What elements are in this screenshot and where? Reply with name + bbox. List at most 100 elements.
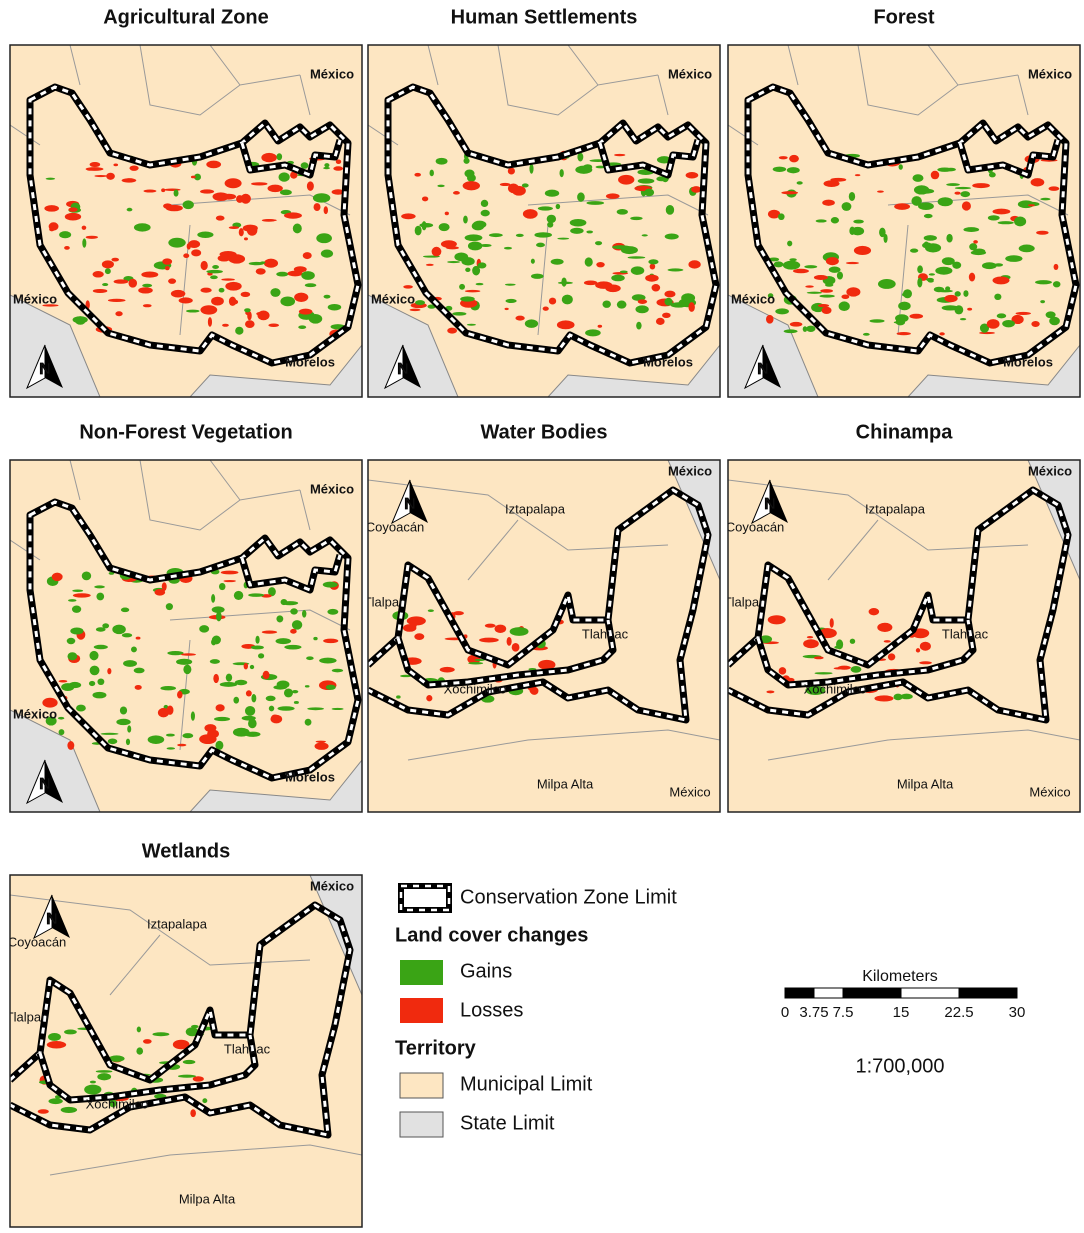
gain-patch xyxy=(283,688,293,698)
loss-patch xyxy=(163,188,181,191)
gain-patch xyxy=(107,738,118,745)
gain-patch xyxy=(830,217,840,224)
gain-patch xyxy=(251,694,257,703)
loss-patch xyxy=(542,306,549,311)
gain-patch xyxy=(244,705,256,716)
north-arrow xyxy=(52,895,70,938)
loss-patch xyxy=(939,332,945,336)
gain-patch xyxy=(304,685,310,688)
gain-patch xyxy=(447,260,461,264)
gain-patch xyxy=(312,193,331,203)
loss-patch xyxy=(909,313,924,319)
gain-patch xyxy=(298,325,307,329)
loss-patch xyxy=(409,308,421,312)
conservation-limit xyxy=(26,83,362,367)
gain-patch xyxy=(190,711,195,721)
loss-patch xyxy=(781,191,799,195)
loss-patch xyxy=(115,311,123,317)
gain-patch xyxy=(665,204,675,215)
gain-patch xyxy=(997,221,1014,225)
gain-patch xyxy=(773,261,784,268)
loss-patch xyxy=(919,661,932,665)
panel-frame xyxy=(367,44,721,398)
loss-patch xyxy=(128,278,138,288)
gain-patch xyxy=(664,297,673,306)
gain-patch xyxy=(637,178,655,184)
map-body: México México Morelos N xyxy=(10,45,362,397)
gain-patch xyxy=(67,652,78,661)
map-body: México Iztapalapa Coyoacán Tlalpan Tlahuac Xo… xyxy=(728,460,1080,812)
loss-patch xyxy=(204,724,217,732)
loss-patch xyxy=(883,640,891,643)
gain-patch xyxy=(898,164,903,170)
gain-patch xyxy=(459,283,466,290)
gain-patch xyxy=(981,262,997,270)
gain-patch xyxy=(786,167,800,174)
loss-patch xyxy=(142,304,152,308)
gain-patch xyxy=(472,265,481,276)
gain-patch xyxy=(836,271,844,280)
scale-segment xyxy=(784,987,815,999)
gain-patch xyxy=(212,265,219,269)
scale-segment xyxy=(958,987,1018,999)
gain-patch xyxy=(61,683,75,691)
gain-patch xyxy=(152,1032,170,1037)
gain-patch xyxy=(218,582,226,591)
loss-patch xyxy=(48,222,59,231)
loss-patch xyxy=(217,254,231,262)
loss-patch xyxy=(453,191,460,195)
gain-patch xyxy=(586,230,594,234)
loss-patch xyxy=(833,667,844,670)
gain-patch xyxy=(211,606,225,613)
loss-patch xyxy=(766,690,775,694)
gain-patch xyxy=(474,658,486,662)
loss-patch xyxy=(817,303,830,308)
gain-patch xyxy=(670,302,687,308)
gain-patch xyxy=(979,323,990,333)
place-label: México xyxy=(310,481,354,496)
gain-patch xyxy=(248,261,264,266)
loss-patch xyxy=(649,263,656,270)
gain-patch xyxy=(276,680,290,689)
gain-patch xyxy=(331,707,344,711)
gain-patch xyxy=(555,203,561,210)
loss-patch xyxy=(199,734,217,745)
loss-patch xyxy=(515,315,525,321)
gain-patch xyxy=(815,219,827,223)
map-panel: México Iztapalapa Coyoacán Tlalpan Tlahuac Xo… xyxy=(727,459,1081,813)
loss-patch xyxy=(263,258,279,268)
scale-segment xyxy=(900,987,960,999)
panel-title: Human Settlements xyxy=(451,6,638,28)
loss-patch xyxy=(67,741,75,750)
gain-patch xyxy=(586,201,605,205)
loss-patch xyxy=(164,265,170,271)
gain-patch xyxy=(102,283,109,287)
loss-patch xyxy=(484,623,496,628)
legend-text: Municipal Limit xyxy=(460,1073,593,1095)
loss-patch xyxy=(806,636,814,639)
gain-patch xyxy=(108,571,115,575)
loss-patch xyxy=(113,279,129,284)
map-panel: México México Morelos N xyxy=(9,459,363,813)
legend-heading: Land cover changes xyxy=(395,924,588,946)
gain-patch xyxy=(595,241,603,246)
gain-patch xyxy=(147,735,165,744)
gain-patch xyxy=(848,191,856,201)
gain-patch xyxy=(93,644,108,650)
loss-patch xyxy=(1015,311,1031,315)
municipal-line xyxy=(728,45,1069,336)
gain-patch xyxy=(89,650,99,661)
gain-patch xyxy=(898,301,911,311)
loss-patch xyxy=(846,287,861,297)
gain-patch xyxy=(255,635,260,644)
loss-patch xyxy=(333,166,344,171)
gain-patch xyxy=(130,646,137,653)
loss-patch xyxy=(778,156,788,160)
place-label: México xyxy=(668,463,712,478)
loss-patch xyxy=(51,572,63,582)
gain-patch xyxy=(631,294,646,301)
gain-patch xyxy=(933,286,945,293)
gain-patch xyxy=(120,607,130,613)
loss-patch xyxy=(462,181,480,191)
boundary-swatch-dash xyxy=(399,884,451,912)
